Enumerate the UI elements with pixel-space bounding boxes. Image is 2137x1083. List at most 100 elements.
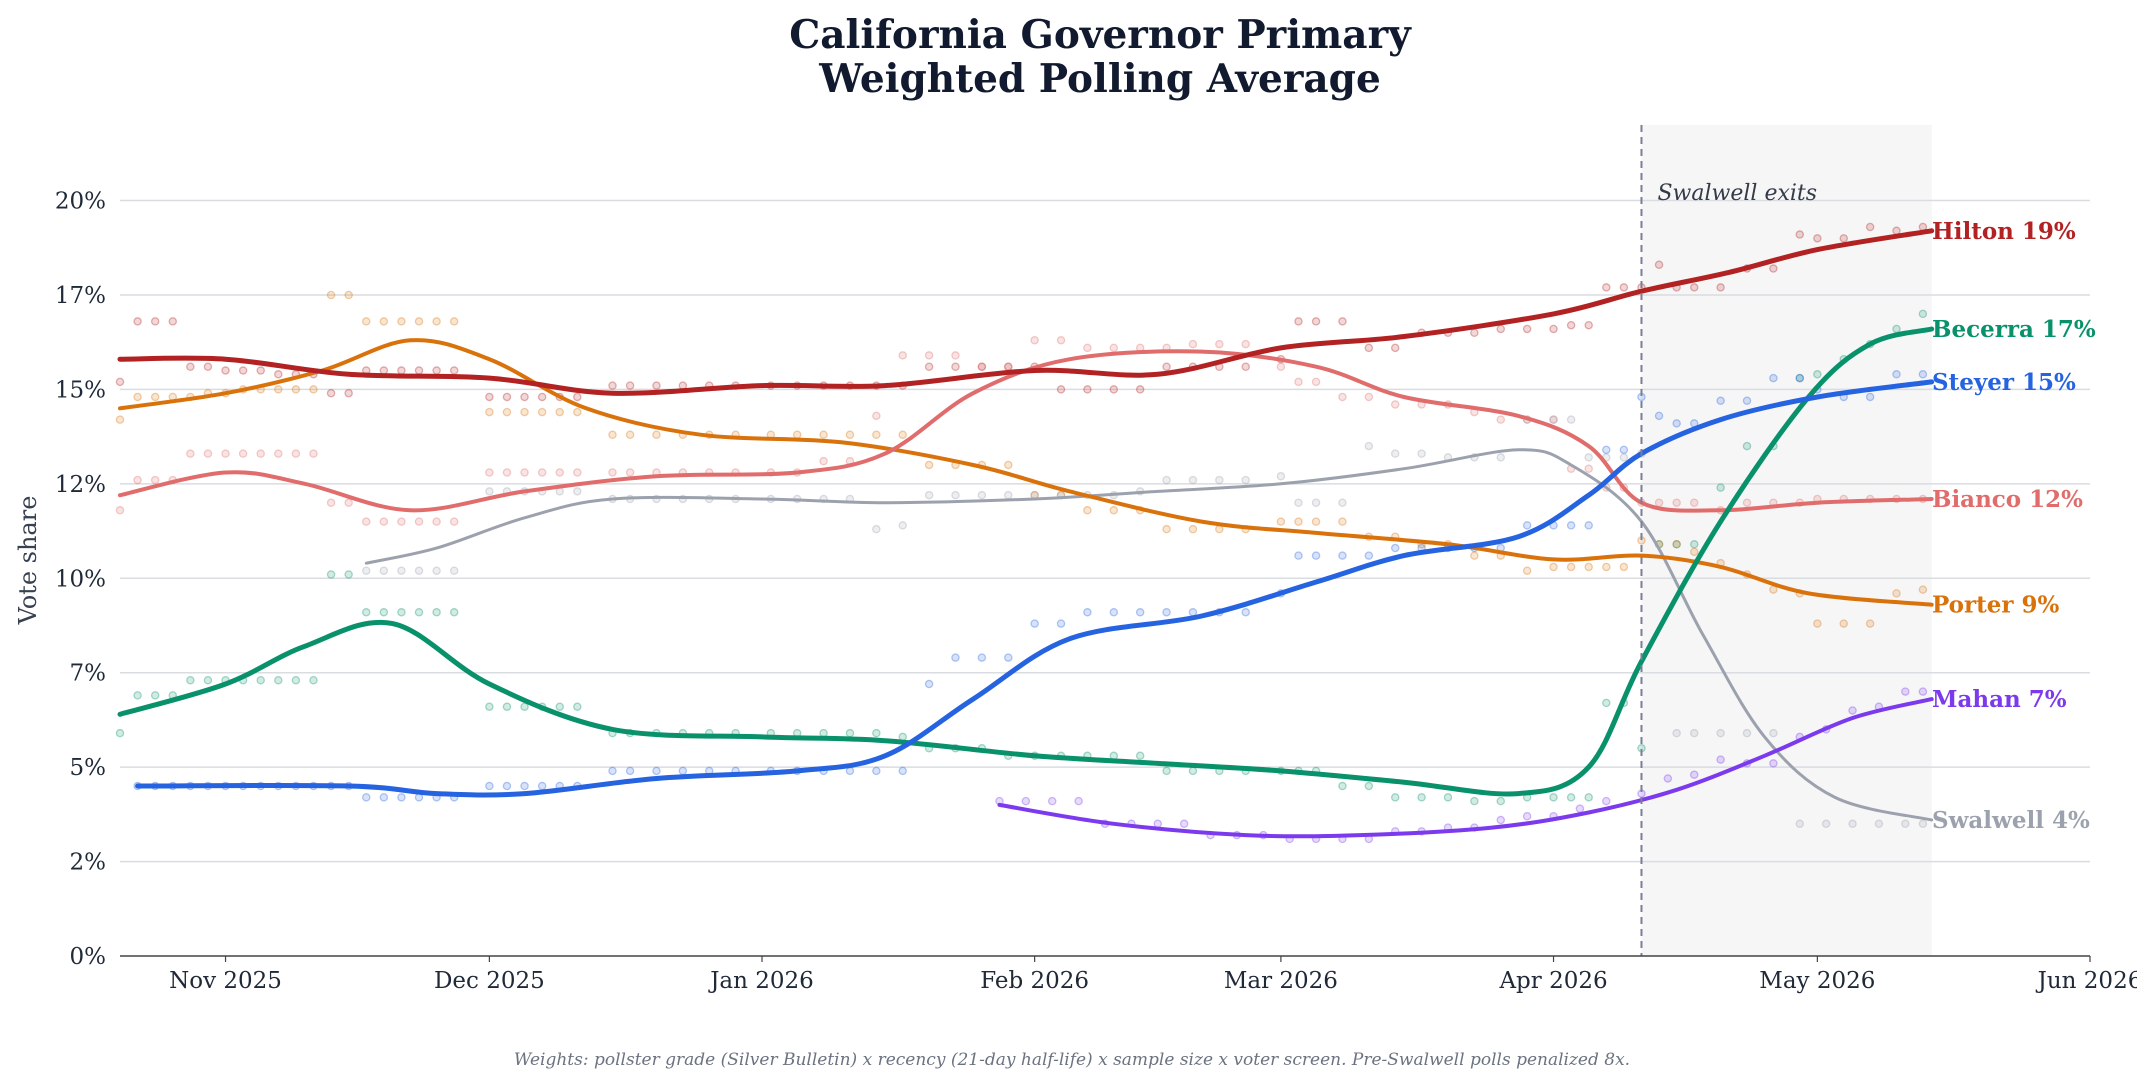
poll-point [309,676,318,685]
poll-point [537,407,547,417]
poll-point [1821,819,1831,829]
poll-point [1109,385,1119,394]
poll-point [449,366,459,375]
poll-point [520,392,529,402]
poll-point [309,385,318,394]
poll-point [977,362,987,371]
y-tick-label-1: 2% [70,850,107,876]
poll-point [1364,392,1374,402]
poll-point [1215,475,1224,485]
poll-point [203,362,213,371]
poll-point [1619,445,1629,455]
poll-point [1769,728,1778,738]
poll-point [1083,343,1092,353]
poll-point [1918,687,1928,696]
poll-point [1311,498,1321,507]
poll-point [625,766,635,776]
end-label-becerra: Becerra 17% [1932,316,2096,343]
poll-point [555,468,564,477]
poll-point [1294,317,1303,326]
poll-point [1047,796,1057,806]
y-tick-label-4: 10% [55,566,106,592]
poll-point [432,566,441,575]
end-label-bianco: Bianco 12% [1932,486,2083,513]
poll-point [625,430,635,439]
poll-point [186,449,195,458]
poll-point [1795,819,1805,829]
poll-point [924,362,934,371]
poll-point [150,475,160,485]
poll-point [1584,320,1593,330]
poll-point [1390,400,1400,409]
poll-point [1769,585,1778,594]
poll-point [1769,759,1778,768]
poll-point [1575,804,1585,813]
poll-point [1390,449,1400,458]
poll-point [819,430,828,439]
poll-point [1470,328,1479,337]
poll-point [1742,396,1752,405]
poll-point [1742,728,1752,738]
poll-point [1566,562,1576,572]
poll-point [1188,524,1198,534]
end-label-mahan: Mahan 7% [1932,686,2067,713]
poll-point [291,385,301,394]
poll-point [326,290,336,300]
poll-point [1338,317,1347,326]
poll-point [1083,608,1092,617]
poll-point [1496,815,1506,825]
poll-point [1654,411,1664,421]
poll-point [203,676,213,685]
poll-point [1689,498,1699,507]
line-becerra [117,326,1935,797]
poll-point [573,468,582,477]
poll-point [379,317,389,326]
poll-point [555,407,564,417]
poll-point [1083,385,1092,394]
poll-point [1566,521,1576,530]
swalwell-exit-marker: Swalwell exits [1640,125,1817,956]
poll-point [1311,377,1321,387]
poll-point [221,366,230,375]
poll-point [1030,619,1039,628]
shaded-region [1641,125,1932,956]
poll-point [898,521,907,530]
poll-point [1083,506,1092,515]
poll-point [1549,415,1558,424]
poll-point [502,781,512,791]
poll-point [1074,796,1083,806]
poll-point [1294,377,1303,387]
poll-point [924,490,934,500]
poll-point [274,676,283,685]
end-label-swalwell: Swalwell 4% [1932,807,2090,834]
poll-point [432,317,441,326]
poll-point [115,377,125,387]
poll-point [1390,543,1400,553]
poll-point [397,608,406,617]
poll-point [520,468,529,477]
poll-point [1584,521,1593,530]
y-tick-label-6: 15% [55,377,106,403]
poll-point [1839,619,1849,628]
poll-point [1716,283,1725,292]
poll-point [625,468,635,477]
poll-point [414,517,424,526]
poll-point [1496,453,1506,462]
footnote: Weights: pollster grade (Silver Bulletin… [514,1050,1630,1070]
poll-point [1109,506,1119,515]
poll-point [1865,392,1875,402]
poll-point [274,385,283,394]
poll-point [1901,687,1910,696]
poll-point [1584,562,1593,572]
poll-point [1153,819,1163,829]
poll-point [977,490,987,500]
poll-point [1566,415,1576,424]
poll-point [872,411,881,421]
poll-point [274,449,283,458]
poll-point [238,449,248,458]
poll-point [951,362,960,371]
poll-point [1276,362,1286,371]
poll-point [1602,562,1611,572]
poll-point [819,728,828,738]
poll-point [1241,339,1250,349]
